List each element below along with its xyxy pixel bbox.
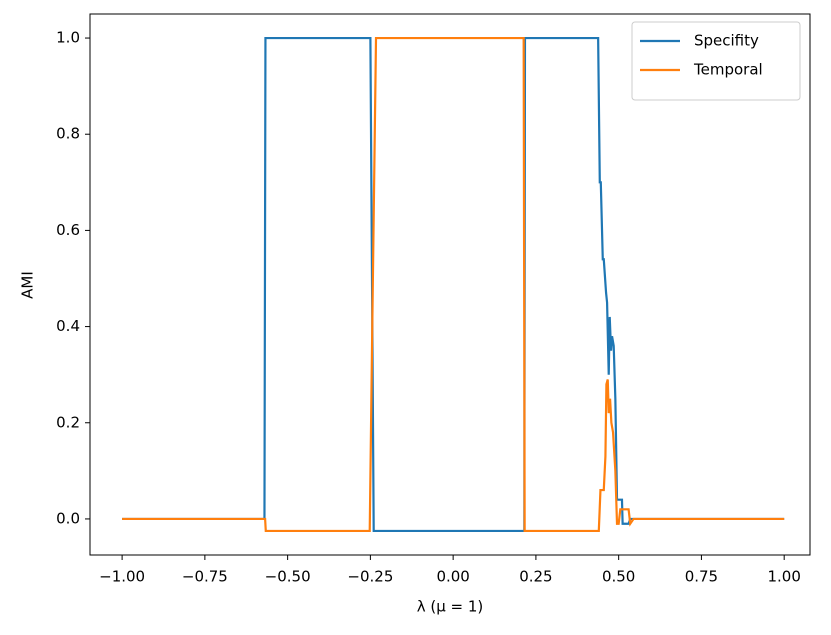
x-tick-label: −1.00	[99, 568, 145, 586]
x-tick-label: −0.25	[347, 568, 393, 586]
x-tick-label: −0.75	[182, 568, 228, 586]
x-tick-label: 0.25	[519, 568, 552, 586]
y-tick-label: 0.4	[56, 317, 80, 335]
y-tick-label: 0.6	[56, 221, 80, 239]
x-tick-label: 0.50	[602, 568, 635, 586]
legend-label: Specifity	[694, 32, 759, 50]
legend-label: Temporal	[693, 61, 763, 79]
x-tick-label: −0.50	[265, 568, 311, 586]
plot-frame	[89, 13, 811, 556]
x-axis-label: λ (μ = 1)	[417, 598, 484, 616]
x-tick-label: 0.75	[685, 568, 718, 586]
y-tick-label: 0.2	[56, 413, 80, 431]
line	[122, 36, 785, 533]
x-tick-label: 1.00	[767, 568, 800, 586]
y-tick-label: 0.0	[56, 509, 80, 527]
y-axis-label: AMI	[19, 271, 37, 299]
line	[122, 36, 785, 533]
y-tick-label: 1.0	[56, 29, 80, 47]
x-tick-label: 0.00	[436, 568, 469, 586]
y-tick-label: 0.8	[56, 125, 80, 143]
